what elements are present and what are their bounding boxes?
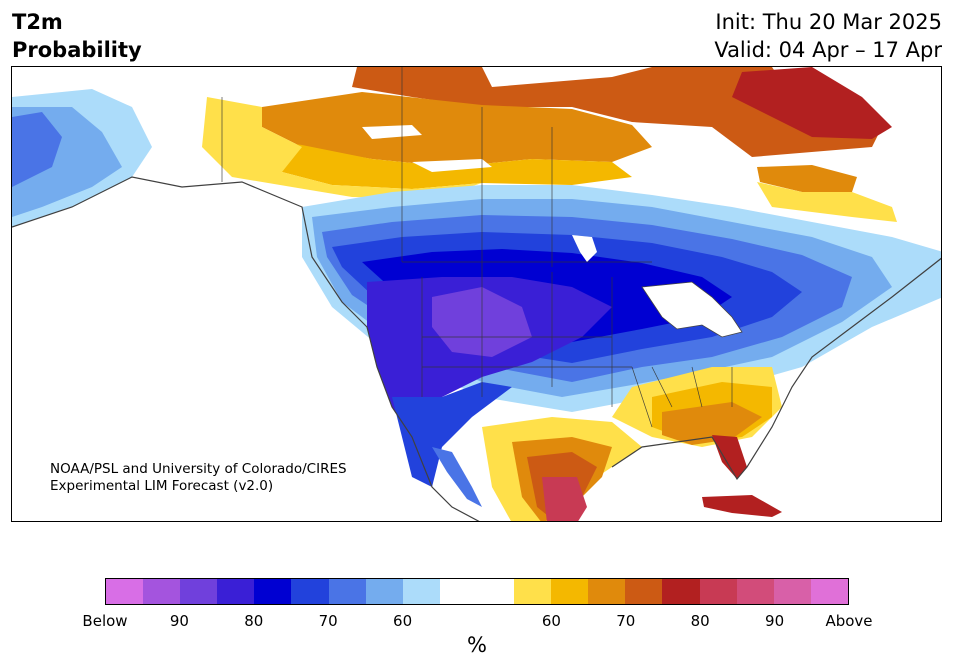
colorbar-swatch xyxy=(217,579,255,604)
title-line-1: T2m xyxy=(12,10,63,34)
region-canada-gold xyxy=(242,137,632,189)
region-greenland-red xyxy=(732,67,892,139)
colorbar-swatch xyxy=(291,579,329,604)
colorbar-tick-label: 60 xyxy=(541,612,561,630)
credit-line-2: Experimental LIM Forecast (v2.0) xyxy=(50,478,274,494)
credit-text: NOAA/PSL and University of Colorado/CIRE… xyxy=(50,461,347,495)
colorbar-swatch xyxy=(143,579,181,604)
colorbar-tick-label: Below xyxy=(82,612,128,630)
colorbar-swatch xyxy=(736,579,774,604)
colorbar-swatch xyxy=(476,579,515,604)
colorbar xyxy=(105,578,849,605)
region-alaska-blue xyxy=(12,112,62,187)
colorbar-tick-label: 90 xyxy=(765,612,785,630)
nw-territories-lakes xyxy=(362,125,492,172)
great-lakes xyxy=(641,281,743,338)
colorbar-swatch xyxy=(254,579,292,604)
colorbar-tick-label: 90 xyxy=(169,612,189,630)
credit-line-1: NOAA/PSL and University of Colorado/CIRE… xyxy=(50,461,347,477)
region-baja-blue xyxy=(432,447,482,507)
region-se-orange xyxy=(662,402,762,445)
map-canvas xyxy=(12,67,941,521)
colorbar-tick-label: 70 xyxy=(318,612,338,630)
region-cuba-red xyxy=(702,495,782,517)
hudson-bay-lake xyxy=(572,235,597,262)
coastline-icon xyxy=(12,176,941,521)
colorbar-swatch xyxy=(106,579,144,604)
title-line-2: Probability xyxy=(12,38,142,62)
valid-range: Valid: 04 Apr – 17 Apr xyxy=(714,38,942,62)
colorbar-swatch xyxy=(625,579,663,604)
colorbar-swatch xyxy=(402,579,440,604)
probability-map: NOAA/PSL and University of Colorado/CIRE… xyxy=(11,66,942,522)
colorbar-tick-label: Above xyxy=(825,612,873,630)
colorbar-tick-label: 70 xyxy=(616,612,636,630)
region-florida-red xyxy=(712,435,747,479)
colorbar-tick-label: 80 xyxy=(244,612,264,630)
region-mexico-rose xyxy=(542,477,587,521)
init-date: Init: Thu 20 Mar 2025 xyxy=(715,10,942,34)
region-canada-orange xyxy=(262,92,652,167)
colorbar-swatch xyxy=(699,579,737,604)
colorbar-swatch xyxy=(662,579,700,604)
colorbar-swatch xyxy=(551,579,589,604)
colorbar-swatch xyxy=(328,579,366,604)
colorbar-swatch xyxy=(514,579,552,604)
region-canada-yellow xyxy=(202,97,482,199)
colorbar-swatch xyxy=(773,579,811,604)
colorbar-swatch xyxy=(588,579,626,604)
colorbar-tick-label: 80 xyxy=(690,612,710,630)
colorbar-unit: % xyxy=(467,633,487,657)
region-labrador-yellow xyxy=(757,182,897,222)
colorbar-swatch xyxy=(810,579,848,604)
state-border-icon xyxy=(221,67,733,428)
colorbar-labels: Below 90 80 70 60 60 70 80 90 Above xyxy=(82,612,872,632)
map-title: T2m Probability xyxy=(12,8,142,64)
forecast-dates: Init: Thu 20 Mar 2025 Valid: 04 Apr – 17… xyxy=(714,8,942,64)
colorbar-tick-label: 60 xyxy=(393,612,413,630)
colorbar-swatch xyxy=(180,579,218,604)
region-labrador-orange xyxy=(757,165,857,192)
colorbar-swatch xyxy=(365,579,403,604)
colorbar-swatch xyxy=(439,579,477,604)
